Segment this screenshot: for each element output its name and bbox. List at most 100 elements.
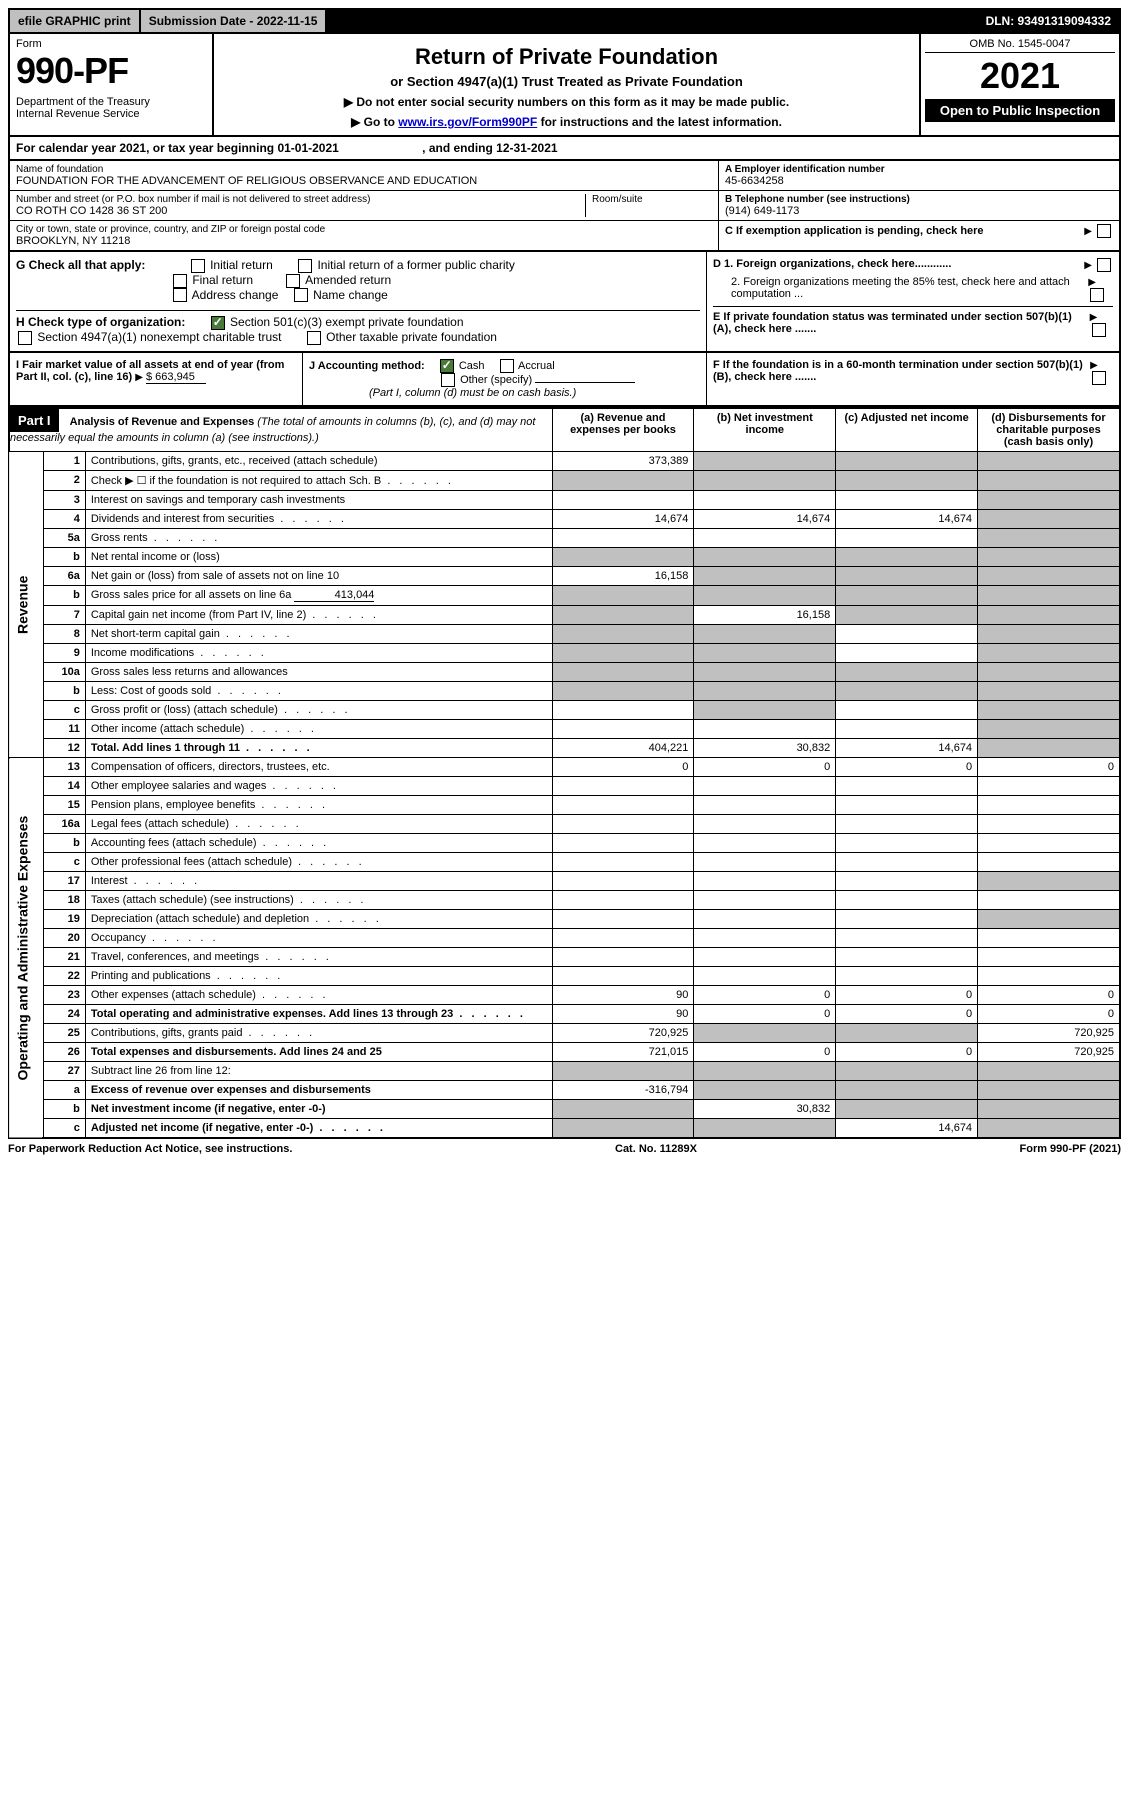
- g-initial-checkbox[interactable]: [191, 259, 205, 273]
- line-desc: Excess of revenue over expenses and disb…: [85, 1081, 552, 1100]
- line-desc: Other expenses (attach schedule) . . . .…: [85, 986, 552, 1005]
- amount-col-c: 14,674: [836, 739, 978, 758]
- i-j-f-section: I Fair market value of all assets at end…: [8, 353, 1121, 407]
- line-desc: Contributions, gifts, grants paid . . . …: [85, 1024, 552, 1043]
- form-label: Form: [16, 38, 206, 50]
- amount-col-c: [836, 471, 978, 491]
- line-number: 22: [43, 967, 85, 986]
- room-label: Room/suite: [592, 194, 712, 205]
- line-number: 11: [43, 720, 85, 739]
- table-row: 10aGross sales less returns and allowanc…: [9, 663, 1120, 682]
- line-number: 1: [43, 452, 85, 471]
- analysis-header-row: Part I Analysis of Revenue and Expenses …: [9, 408, 1120, 452]
- c-label: C If exemption application is pending, c…: [725, 225, 984, 237]
- amount-col-a: [552, 929, 694, 948]
- table-row: 9Income modifications . . . . . .: [9, 644, 1120, 663]
- line-number: 4: [43, 510, 85, 529]
- g-name: Name change: [313, 288, 388, 302]
- line-desc: Contributions, gifts, grants, etc., rece…: [85, 452, 552, 471]
- line-number: 26: [43, 1043, 85, 1062]
- j-cash-checkbox[interactable]: [440, 359, 454, 373]
- d2-checkbox[interactable]: [1090, 288, 1104, 302]
- footer-center: Cat. No. 11289X: [615, 1143, 697, 1155]
- line-desc: Adjusted net income (if negative, enter …: [85, 1119, 552, 1139]
- street-row: Number and street (or P.O. box number if…: [10, 191, 718, 221]
- j-cash: Cash: [459, 360, 485, 372]
- table-row: 23Other expenses (attach schedule) . . .…: [9, 986, 1120, 1005]
- amount-col-b: [694, 853, 836, 872]
- amount-col-b: [694, 701, 836, 720]
- j-other-checkbox[interactable]: [441, 373, 455, 387]
- amount-col-a: 0: [552, 758, 694, 777]
- j-other: Other (specify): [460, 374, 532, 386]
- amount-col-d: [978, 452, 1120, 471]
- info-grid: Name of foundation FOUNDATION FOR THE AD…: [8, 161, 1121, 252]
- table-row: 17Interest . . . . . .: [9, 872, 1120, 891]
- g-amended-checkbox[interactable]: [286, 274, 300, 288]
- h-501c3-checkbox[interactable]: [211, 316, 225, 330]
- h-4947-checkbox[interactable]: [18, 331, 32, 345]
- e-checkbox[interactable]: [1092, 323, 1106, 337]
- h-other-checkbox[interactable]: [307, 331, 321, 345]
- line-number: 17: [43, 872, 85, 891]
- d1-checkbox[interactable]: [1097, 258, 1111, 272]
- ein-value: 45-6634258: [725, 175, 1113, 187]
- col-d-header: (d) Disbursements for charitable purpose…: [978, 408, 1120, 452]
- f-checkbox[interactable]: [1092, 371, 1106, 385]
- e-row: E If private foundation status was termi…: [713, 306, 1113, 337]
- amount-col-d: [978, 777, 1120, 796]
- table-row: 18Taxes (attach schedule) (see instructi…: [9, 891, 1120, 910]
- dept-label: Department of the Treasury Internal Reve…: [16, 96, 206, 120]
- amount-col-d: [978, 796, 1120, 815]
- j-accrual-checkbox[interactable]: [500, 359, 514, 373]
- amount-col-d: [978, 853, 1120, 872]
- line-number: 7: [43, 606, 85, 625]
- amount-col-b: [694, 872, 836, 891]
- line-number: 19: [43, 910, 85, 929]
- j-accrual: Accrual: [518, 360, 555, 372]
- g-name-checkbox[interactable]: [294, 288, 308, 302]
- line-desc: Subtract line 26 from line 12:: [85, 1062, 552, 1081]
- line-desc: Check ▶ ☐ if the foundation is not requi…: [85, 471, 552, 491]
- table-row: 26Total expenses and disbursements. Add …: [9, 1043, 1120, 1062]
- table-row: 14Other employee salaries and wages . . …: [9, 777, 1120, 796]
- g-label: G Check all that apply:: [16, 258, 145, 272]
- amount-col-d: [978, 948, 1120, 967]
- amount-col-a: [552, 777, 694, 796]
- amount-col-a: [552, 891, 694, 910]
- omb-label: OMB No. 1545-0047: [925, 38, 1115, 53]
- line-number: 27: [43, 1062, 85, 1081]
- amount-col-d: 0: [978, 1005, 1120, 1024]
- table-row: 22Printing and publications . . . . . .: [9, 967, 1120, 986]
- table-row: 20Occupancy . . . . . .: [9, 929, 1120, 948]
- table-row: 25Contributions, gifts, grants paid . . …: [9, 1024, 1120, 1043]
- amount-col-b: [694, 471, 836, 491]
- h-4947: Section 4947(a)(1) nonexempt charitable …: [37, 330, 281, 344]
- amount-col-c: [836, 1100, 978, 1119]
- f-cell: F If the foundation is in a 60-month ter…: [706, 353, 1119, 405]
- d1-label: D 1. Foreign organizations, check here..…: [713, 258, 951, 272]
- table-row: cAdjusted net income (if negative, enter…: [9, 1119, 1120, 1139]
- amount-col-c: [836, 625, 978, 644]
- amount-col-b: [694, 720, 836, 739]
- g-initial-former-checkbox[interactable]: [298, 259, 312, 273]
- info-left: Name of foundation FOUNDATION FOR THE AD…: [10, 161, 718, 250]
- line-number: 3: [43, 491, 85, 510]
- j-cell: J Accounting method: Cash Accrual Other …: [303, 353, 706, 405]
- amount-col-d: [978, 567, 1120, 586]
- header-center: Return of Private Foundation or Section …: [214, 34, 919, 135]
- line-number: 18: [43, 891, 85, 910]
- g-final-checkbox[interactable]: [173, 274, 187, 288]
- line-desc: Accounting fees (attach schedule) . . . …: [85, 834, 552, 853]
- amount-col-b: [694, 682, 836, 701]
- side-label-revenue: Revenue: [9, 452, 43, 758]
- side-label-expenses: Operating and Administrative Expenses: [9, 758, 43, 1139]
- g-address-checkbox[interactable]: [173, 288, 187, 302]
- c-checkbox[interactable]: [1097, 224, 1111, 238]
- footer-left: For Paperwork Reduction Act Notice, see …: [8, 1143, 292, 1155]
- amount-col-d: [978, 1081, 1120, 1100]
- irs-link[interactable]: www.irs.gov/Form990PF: [398, 115, 537, 129]
- amount-col-a: 90: [552, 1005, 694, 1024]
- amount-col-b: [694, 548, 836, 567]
- line-desc: Net short-term capital gain . . . . . .: [85, 625, 552, 644]
